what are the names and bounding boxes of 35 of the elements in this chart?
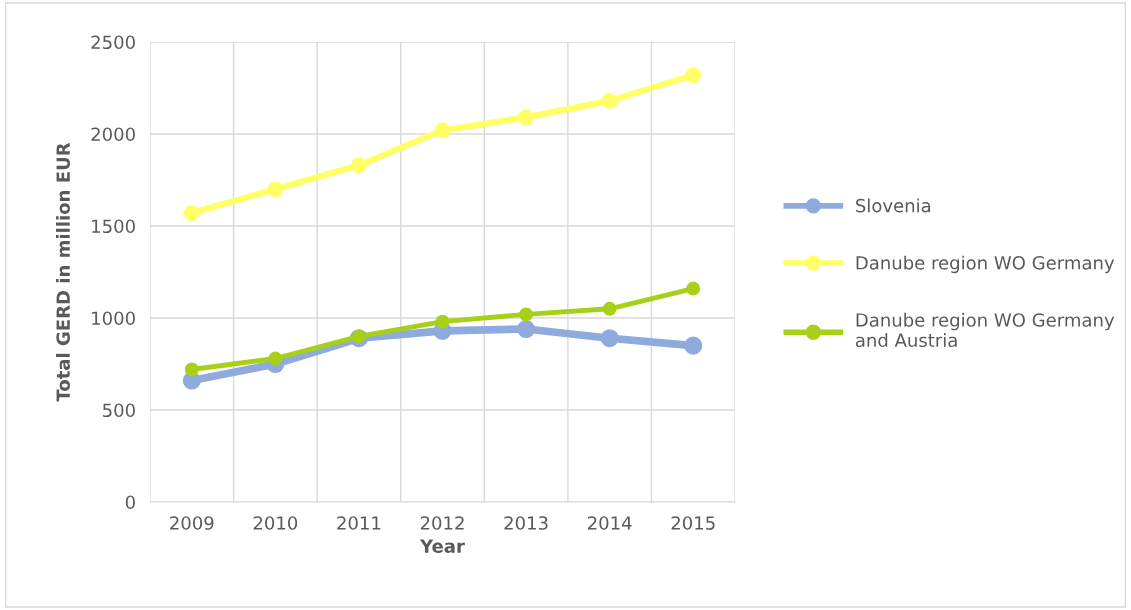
x-tick-label: 2013 [504, 516, 548, 530]
y-tick-label: 1000 [92, 311, 135, 326]
point [601, 92, 618, 109]
point [518, 109, 535, 126]
point [435, 314, 450, 329]
point [184, 362, 199, 377]
point [685, 67, 702, 84]
x-tick-label: 2010 [253, 516, 298, 530]
x-tick-label: 2009 [170, 516, 214, 530]
point [602, 301, 617, 316]
point [517, 320, 536, 339]
point [686, 281, 701, 296]
y-tick-label: 2000 [91, 127, 135, 142]
x-tick-label: 2014 [587, 516, 632, 530]
y-tick-label: 0 [125, 495, 135, 510]
legend-label: Slovenia [856, 198, 931, 213]
point [600, 329, 619, 348]
y-tick-label: 500 [103, 403, 135, 418]
point [434, 122, 451, 139]
point [183, 205, 200, 222]
y-tick-label: 1500 [92, 219, 135, 234]
point [350, 157, 367, 174]
point [267, 181, 284, 198]
x-tick-label: 2015 [671, 516, 715, 530]
x-tick-label: 2012 [420, 516, 464, 530]
point [684, 336, 703, 355]
y-axis-title: Total GERD in million EUR [56, 142, 70, 402]
point [268, 351, 283, 366]
x-tick-label: 2011 [337, 516, 381, 530]
legend-label: Danube region WO Germany [856, 255, 1115, 274]
y-tick-label: 2500 [91, 35, 135, 50]
point [351, 329, 366, 344]
point [519, 307, 534, 322]
x-axis-title: Year [419, 539, 465, 553]
legend-label: Danube region WO Germany and Austria [855, 312, 1115, 348]
